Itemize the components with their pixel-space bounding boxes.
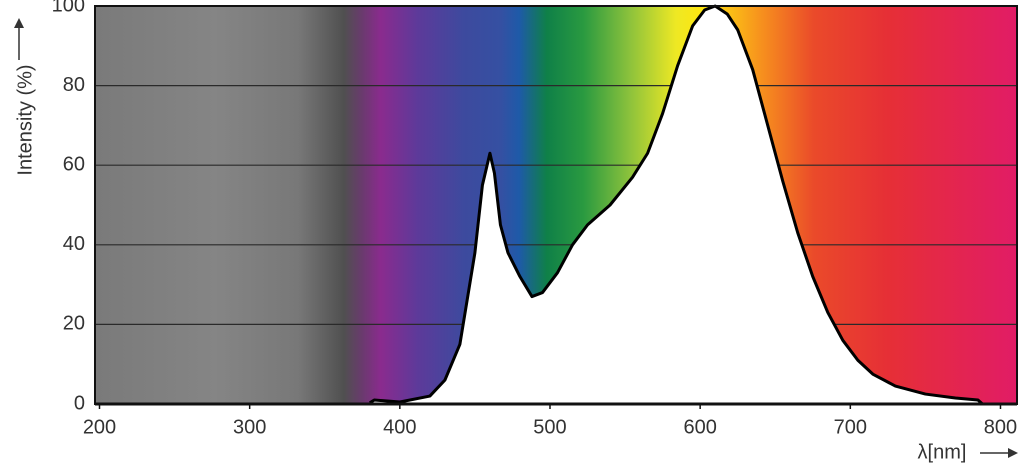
plot [369,4,984,406]
y-tick-label: 100 [52,0,85,16]
y-tick-label: 80 [63,74,85,96]
spectrum-line [369,4,984,406]
x-tick-label: 400 [383,416,416,438]
x-tick-label: 300 [233,416,266,438]
x-tick-label: 600 [683,416,716,438]
x-axis-label: λ[nm] [918,441,967,463]
y-tick-label: 20 [63,313,85,335]
y-axis-arrowhead [14,18,24,28]
y-tick-label: 60 [63,153,85,175]
x-tick-label: 200 [83,416,116,438]
y-tick-label: 0 [74,392,85,414]
y-axis-label: Intensity (%) [14,64,36,175]
ticks: 0 20 40 60 80 100 200 300 400 500 600 700 800 [52,0,1018,438]
x-tick-label: 500 [533,416,566,438]
x-tick-label: 800 [984,416,1017,438]
x-tick-label: 700 [834,416,867,438]
spectrum-area [369,6,983,404]
y-tick-label: 40 [63,233,85,255]
x-axis-arrowhead [1008,448,1018,458]
